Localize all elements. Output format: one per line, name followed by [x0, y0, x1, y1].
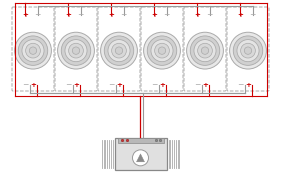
- Circle shape: [58, 32, 94, 69]
- Circle shape: [112, 43, 126, 58]
- Circle shape: [244, 47, 252, 54]
- Circle shape: [126, 139, 129, 142]
- Circle shape: [133, 150, 148, 166]
- Text: +: +: [73, 82, 79, 88]
- FancyBboxPatch shape: [12, 7, 54, 91]
- Circle shape: [69, 43, 83, 58]
- FancyBboxPatch shape: [55, 7, 97, 91]
- FancyBboxPatch shape: [227, 7, 269, 91]
- Circle shape: [233, 36, 263, 65]
- Circle shape: [18, 36, 48, 65]
- Circle shape: [15, 32, 51, 69]
- Circle shape: [198, 43, 212, 58]
- Circle shape: [237, 40, 259, 62]
- Circle shape: [241, 43, 255, 58]
- Circle shape: [194, 40, 216, 62]
- Bar: [114, 138, 167, 170]
- Text: +: +: [202, 82, 208, 88]
- Circle shape: [104, 36, 134, 65]
- Bar: [117, 138, 164, 143]
- Text: −: −: [65, 81, 72, 90]
- Circle shape: [29, 47, 37, 54]
- Circle shape: [151, 40, 173, 62]
- Circle shape: [115, 47, 123, 54]
- Text: −: −: [78, 11, 84, 20]
- Polygon shape: [137, 154, 144, 162]
- Text: +: +: [245, 82, 251, 88]
- Text: −: −: [109, 81, 115, 90]
- Text: −: −: [238, 81, 244, 90]
- Text: −: −: [22, 81, 29, 90]
- Text: −: −: [250, 11, 256, 20]
- Circle shape: [159, 139, 162, 142]
- Circle shape: [187, 32, 223, 69]
- Text: −: −: [152, 81, 158, 90]
- Circle shape: [201, 47, 209, 54]
- Text: −: −: [195, 81, 201, 90]
- Text: +: +: [194, 12, 200, 18]
- Text: +: +: [22, 12, 28, 18]
- Text: +: +: [159, 82, 165, 88]
- Text: +: +: [65, 12, 71, 18]
- FancyBboxPatch shape: [98, 7, 140, 91]
- Circle shape: [26, 43, 40, 58]
- Text: −: −: [164, 11, 170, 20]
- FancyBboxPatch shape: [141, 7, 183, 91]
- Circle shape: [155, 139, 158, 142]
- Circle shape: [144, 32, 180, 69]
- Circle shape: [190, 36, 220, 65]
- Circle shape: [22, 40, 44, 62]
- Text: +: +: [237, 12, 243, 18]
- Text: +: +: [116, 82, 122, 88]
- Circle shape: [65, 40, 87, 62]
- Text: −: −: [121, 11, 127, 20]
- Text: +: +: [108, 12, 114, 18]
- Circle shape: [121, 139, 124, 142]
- Circle shape: [108, 40, 130, 62]
- Circle shape: [230, 32, 266, 69]
- Circle shape: [101, 32, 137, 69]
- Circle shape: [155, 43, 169, 58]
- Circle shape: [61, 36, 91, 65]
- Circle shape: [158, 47, 166, 54]
- FancyBboxPatch shape: [184, 7, 226, 91]
- Text: −: −: [207, 11, 213, 20]
- Circle shape: [147, 36, 177, 65]
- Text: +: +: [151, 12, 157, 18]
- Text: +: +: [30, 82, 36, 88]
- Text: −: −: [35, 11, 41, 20]
- Circle shape: [72, 47, 80, 54]
